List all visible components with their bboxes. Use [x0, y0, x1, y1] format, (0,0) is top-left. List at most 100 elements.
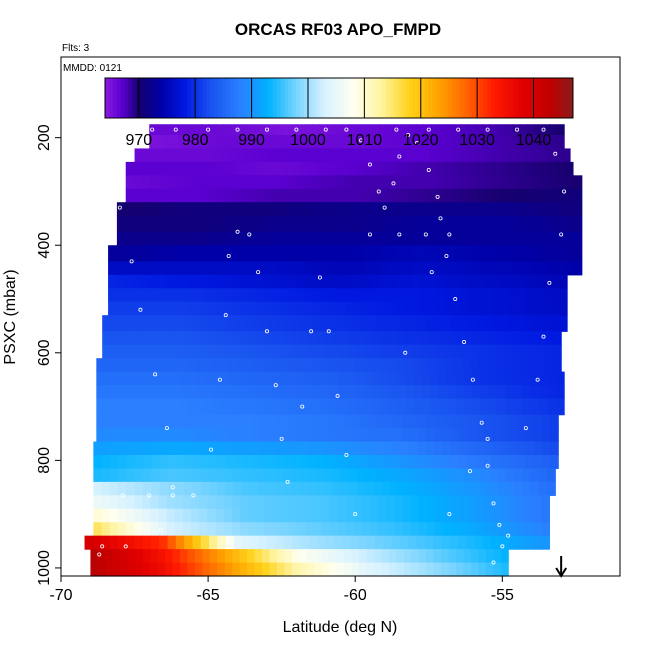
colorbar-segment: [339, 78, 344, 118]
heatmap-cell: [492, 508, 502, 523]
heatmap-cell: [526, 288, 535, 303]
track-point: [485, 463, 490, 468]
track-point: [273, 383, 278, 388]
heatmap-cell: [151, 344, 161, 359]
heatmap-cell: [378, 301, 388, 316]
heatmap-cell: [328, 148, 338, 163]
heatmap-cell: [134, 441, 144, 456]
heatmap-cell: [206, 301, 216, 316]
heatmap-cell: [538, 468, 548, 483]
heatmap-cell: [125, 188, 135, 203]
track-point: [209, 447, 214, 452]
heatmap-cell: [485, 274, 494, 289]
heatmap-cell: [533, 522, 542, 537]
heatmap-cell: [427, 301, 437, 316]
heatmap-cell: [241, 215, 251, 233]
heatmap-cell: [438, 124, 447, 136]
heatmap-cell: [175, 215, 184, 233]
heatmap-cell: [541, 522, 550, 537]
heatmap-cell: [319, 134, 328, 150]
heatmap-cell: [245, 358, 255, 373]
heatmap-cell: [108, 245, 118, 262]
heatmap-cell: [126, 454, 136, 470]
heatmap-cell: [298, 331, 308, 346]
heatmap-cell: [313, 385, 323, 400]
track-point: [97, 552, 102, 557]
heatmap-cell: [158, 522, 168, 537]
heatmap-cell: [93, 495, 103, 510]
heatmap-cell: [531, 245, 541, 262]
heatmap-cell: [525, 454, 534, 470]
heatmap-cell: [547, 385, 557, 400]
heatmap-cell: [410, 188, 420, 203]
heatmap-cell: [463, 371, 473, 386]
heatmap-cell: [296, 288, 306, 303]
heatmap-cell: [150, 175, 159, 190]
heatmap-cell: [252, 124, 261, 136]
heatmap-cell: [472, 398, 482, 416]
heatmap-cell: [321, 522, 331, 537]
heatmap-cell: [199, 175, 208, 190]
heatmap-cell: [430, 331, 439, 346]
heatmap-cell: [199, 231, 209, 246]
heatmap-cell: [167, 468, 177, 483]
colorbar-segment: [268, 78, 274, 118]
heatmap-cell: [573, 175, 583, 190]
heatmap-cell: [280, 522, 290, 537]
heatmap-cell: [137, 414, 147, 429]
heatmap-cell: [286, 414, 295, 429]
heatmap-cell: [482, 535, 492, 550]
heatmap-cell: [213, 385, 223, 400]
heatmap-cell: [500, 454, 510, 470]
colorbar-segment: [475, 78, 480, 118]
heatmap-cell: [248, 522, 257, 537]
heatmap-cell: [190, 274, 199, 289]
heatmap-cell: [500, 508, 510, 523]
heatmap-cell: [508, 441, 518, 456]
heatmap-cell: [202, 562, 211, 577]
heatmap-cell: [544, 358, 554, 373]
heatmap-cell: [472, 481, 482, 496]
heatmap-cell: [564, 245, 574, 262]
heatmap-cell: [408, 124, 417, 136]
heatmap-cell: [387, 261, 397, 276]
heatmap-cell: [316, 202, 326, 217]
heatmap-cell: [457, 231, 467, 246]
colorbar-segment: [198, 78, 203, 118]
heatmap-cell: [196, 371, 206, 386]
heatmap-cell: [427, 288, 437, 303]
heatmap-cell: [427, 495, 436, 510]
heatmap-cell: [437, 261, 448, 276]
heatmap-cell: [520, 344, 529, 359]
colorbar-segment: [440, 78, 445, 118]
heatmap-cell: [150, 245, 160, 262]
heatmap-cell: [372, 331, 382, 346]
heatmap-cell: [408, 134, 417, 150]
heatmap-cell: [284, 454, 294, 470]
heatmap-cell: [321, 508, 331, 523]
heatmap-cell: [137, 428, 147, 443]
heatmap-cell: [290, 344, 300, 359]
heatmap-cell: [218, 315, 228, 332]
heatmap-cell: [302, 414, 312, 429]
heatmap-cell: [540, 161, 550, 176]
heatmap-cell: [341, 134, 350, 150]
heatmap-cell: [209, 245, 219, 262]
heatmap-cell: [442, 441, 451, 456]
track-point: [479, 420, 484, 425]
heatmap-cell: [191, 202, 201, 217]
heatmap-cell: [430, 398, 440, 416]
heatmap-cell: [231, 274, 240, 289]
heatmap-cell: [390, 231, 400, 246]
heatmap-cell: [184, 344, 193, 359]
colorbar-ticks: 970 980 990 1000 1010 1020 1030 1040: [125, 78, 551, 149]
heatmap-cell: [430, 385, 440, 400]
heatmap-cell: [517, 301, 527, 316]
heatmap-cell: [531, 202, 541, 217]
heatmap-cell: [230, 134, 239, 150]
heatmap-cell: [442, 454, 451, 470]
heatmap-cell: [249, 215, 259, 233]
heatmap-cell: [514, 245, 524, 262]
heatmap-cell: [251, 261, 261, 276]
